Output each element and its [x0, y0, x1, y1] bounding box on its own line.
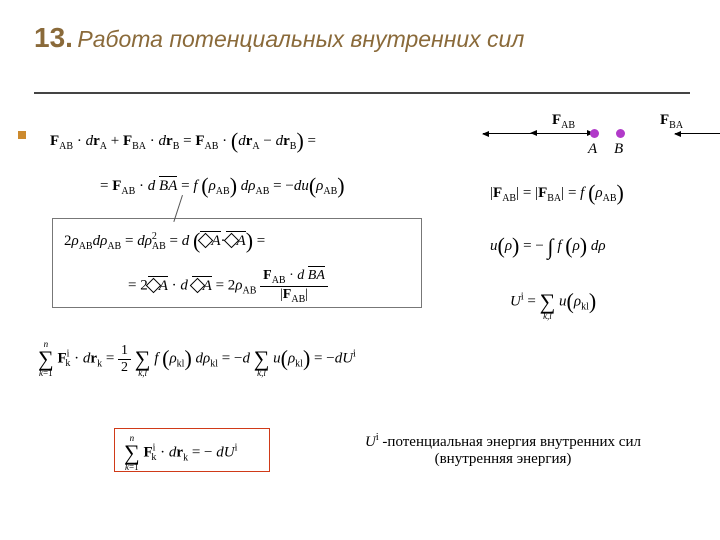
- caption-text: -потенциальная энергия внутренних сил (в…: [382, 434, 641, 467]
- eq3a: 2ρABdρAB = dρ2AB = d (A·A) =: [64, 228, 265, 254]
- label-fab: FAB: [552, 112, 575, 131]
- title-number: 13.: [34, 22, 73, 53]
- bullet-icon: [18, 131, 26, 139]
- title-text: Работа потенциальных внутренних сил: [77, 26, 524, 52]
- eq2: = FAB · d BA = f (ρAB) dρAB = −du(ρAB): [100, 173, 345, 199]
- point-a-icon: [590, 129, 599, 138]
- caption: Ui -потенциальная энергия внутренних сил…: [338, 432, 668, 468]
- eq1: FAB · drA + FBA · drB = FAB · (drA − drB…: [50, 128, 316, 154]
- eq7: n∑k=1 Fik · drk = 12 ∑k,l f (ρkl) dρkl =…: [38, 340, 356, 378]
- eq4: |FAB| = |FBA| = f (ρAB): [490, 180, 624, 206]
- title-underline: [34, 92, 690, 94]
- slide-title: 13. Работа потенциальных внутренних сил: [34, 22, 690, 54]
- eq3b: = 2A · d A = 2ρAB FAB · d BA|FAB|: [128, 268, 328, 305]
- point-b-icon: [616, 129, 625, 138]
- label-fba: FBA: [660, 112, 683, 131]
- arrow-ab-r: [538, 133, 593, 134]
- arrowhead-left: [530, 130, 537, 136]
- arrow-ba: [675, 133, 720, 134]
- label-a: A: [588, 141, 597, 158]
- label-b: B: [614, 141, 623, 158]
- eq5: u(ρ) = − ∫ f (ρ) dρ: [490, 233, 606, 260]
- eq6: Ui = ∑k,l u(ρkl): [510, 283, 596, 321]
- eq8: n∑k=1 Fik · drk = − dUi: [124, 434, 237, 472]
